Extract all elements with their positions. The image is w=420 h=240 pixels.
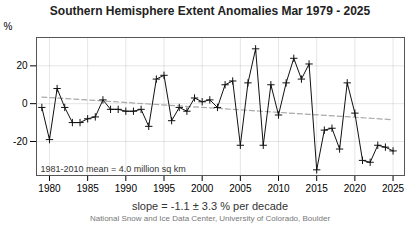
svg-text:%: %: [4, 21, 13, 32]
svg-text:1990: 1990: [115, 183, 138, 194]
svg-text:1980: 1980: [38, 183, 61, 194]
html-text:slope = -1.1 ± 3.3 % per decad: slope = -1.1 ± 3.3 % per decade: [131, 200, 289, 212]
svg-text:0: 0: [22, 98, 28, 109]
svg-text:2000: 2000: [191, 183, 214, 194]
svg-text:2015: 2015: [306, 183, 329, 194]
svg-text:1985: 1985: [77, 183, 100, 194]
svg-text:2025: 2025: [382, 183, 405, 194]
svg-text:2005: 2005: [229, 183, 252, 194]
svg-text:1981-2010 mean = 4.0 million s: 1981-2010 mean = 4.0 million sq km: [41, 164, 186, 174]
svg-text:-20: -20: [13, 136, 28, 147]
html-text:National Snow and Ice Data Cen: National Snow and Ice Data Center, Unive…: [89, 214, 331, 223]
svg-text:2010: 2010: [267, 183, 290, 194]
svg-text:2020: 2020: [344, 183, 367, 194]
html-text:Southern Hemisphere Extent Ano: Southern Hemisphere Extent Anomalies Mar…: [49, 4, 371, 18]
svg-text:1995: 1995: [153, 183, 176, 194]
svg-text:20: 20: [16, 60, 28, 71]
